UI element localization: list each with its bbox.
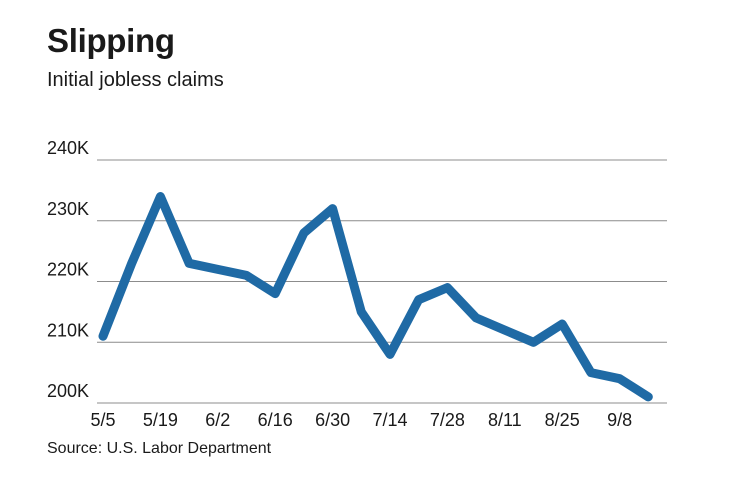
- y-tick-label: 200K: [47, 381, 89, 401]
- source-note: Source: U.S. Labor Department: [47, 440, 272, 457]
- y-tick-label: 230K: [47, 199, 89, 219]
- x-tick-label: 5/19: [143, 410, 178, 430]
- y-tick-label: 220K: [47, 260, 89, 280]
- series-line: [98, 192, 653, 402]
- chart-subtitle: Initial jobless claims: [47, 69, 224, 91]
- x-tick-label: 6/30: [315, 410, 350, 430]
- x-tick-label: 6/2: [205, 410, 230, 430]
- x-tick-label: 9/8: [607, 410, 632, 430]
- x-tick-label: 6/16: [258, 410, 293, 430]
- x-tick-label: 7/14: [372, 410, 407, 430]
- chart-title: Slipping: [47, 22, 175, 59]
- grid-layer: [97, 159, 667, 404]
- x-tick-label: 5/5: [90, 410, 115, 430]
- x-tick-label: 8/25: [545, 410, 580, 430]
- series-layer: [98, 192, 653, 402]
- y-axis-labels: 200K 210K 220K 230K 240K: [47, 138, 89, 401]
- x-tick-label: 7/28: [430, 410, 465, 430]
- y-tick-label: 240K: [47, 138, 89, 158]
- x-axis-labels: 5/5 5/19 6/2 6/16 6/30 7/14 7/28 8/11 8/25 9/8: [90, 410, 632, 430]
- x-tick-label: 8/11: [488, 410, 522, 430]
- y-tick-label: 210K: [47, 320, 89, 340]
